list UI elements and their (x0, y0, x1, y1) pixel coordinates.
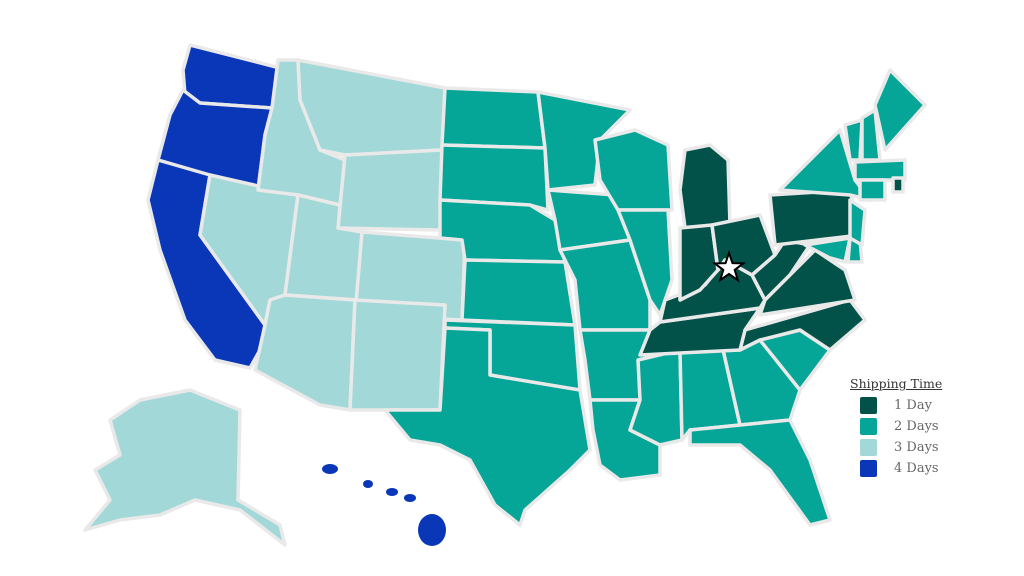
state-nm (348, 298, 447, 412)
state-ks (460, 258, 577, 327)
legend-label: 4 Days (894, 461, 939, 476)
legend-item-4-days: 4 Days (860, 458, 942, 479)
state-in (678, 223, 720, 302)
state-hi-island (363, 480, 373, 488)
state-ri (891, 176, 905, 194)
legend-item-1-day: 1 Day (860, 395, 942, 416)
state-az (253, 293, 357, 412)
state-nc (738, 298, 867, 352)
state-ct (858, 178, 887, 202)
state-wi (593, 128, 674, 212)
star-icon (711, 249, 747, 283)
state-pa (768, 188, 862, 247)
legend: Shipping Time 1 Day 2 Days 3 Days 4 Days (850, 376, 942, 479)
state-hi-island (322, 464, 338, 474)
legend-item-2-days: 2 Days (860, 416, 942, 437)
legend-label: 3 Days (894, 440, 939, 455)
state-mi (678, 143, 732, 230)
state-tx (383, 326, 592, 527)
state-vt (843, 118, 864, 162)
state-fl (688, 418, 832, 527)
legend-label: 1 Day (894, 398, 932, 413)
state-nj (848, 198, 867, 247)
state-nd (440, 86, 547, 150)
state-wy (336, 148, 444, 232)
state-hi-island (404, 494, 416, 502)
state-sd (438, 143, 550, 212)
state-hi-island (386, 488, 398, 496)
legend-swatch (860, 397, 877, 414)
state-mt (296, 58, 447, 157)
legend-swatch (860, 439, 877, 456)
state-me (873, 68, 927, 152)
legend-swatch (860, 460, 877, 477)
state-va (758, 248, 857, 317)
state-mn (536, 90, 632, 192)
legend-item-3-days: 3 Days (860, 437, 942, 458)
legend-swatch (860, 418, 877, 435)
state-ak (83, 388, 287, 547)
state-ma (853, 158, 907, 182)
legend-title: Shipping Time (850, 376, 943, 391)
state-md (803, 236, 852, 264)
state-wa (181, 43, 282, 110)
state-hi-island (418, 514, 446, 546)
legend-label: 2 Days (894, 419, 939, 434)
